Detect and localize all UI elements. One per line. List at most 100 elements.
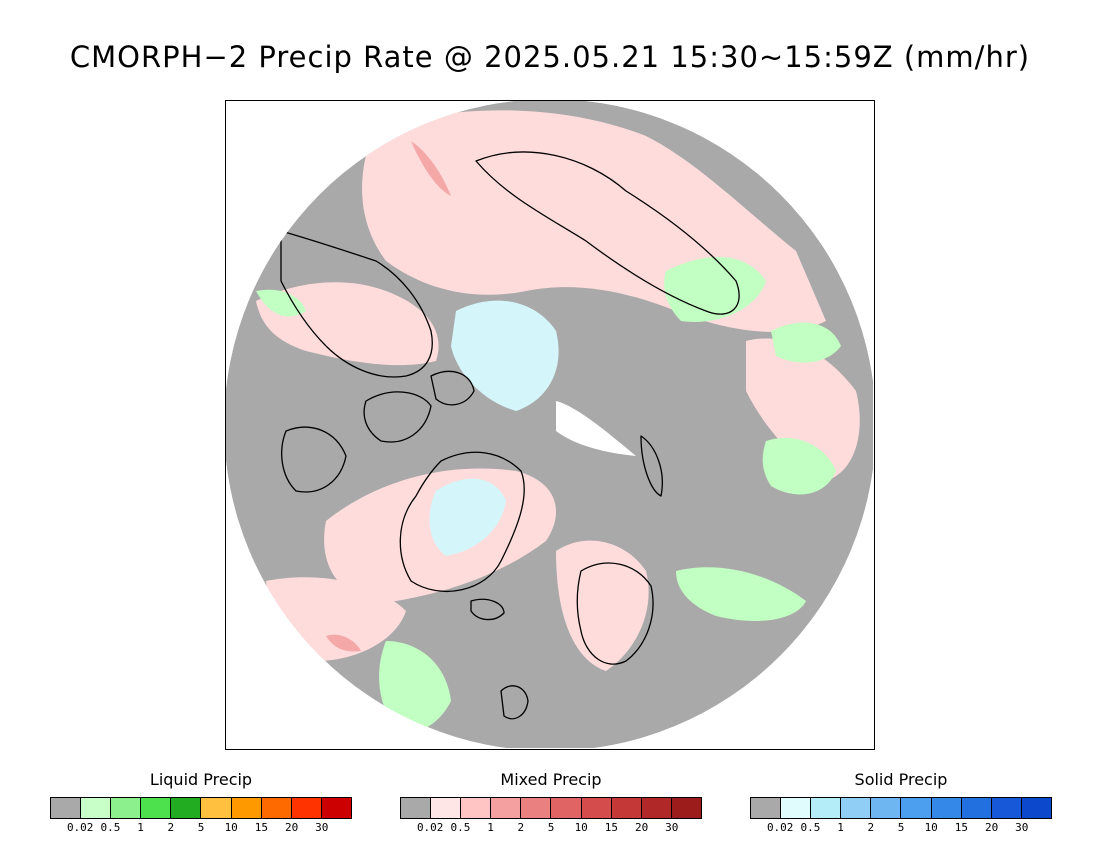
- legend-colorbar: [750, 797, 1052, 819]
- legend-swatch: [961, 798, 992, 818]
- legend-tick-label: 0.5: [100, 821, 121, 834]
- polar-precip-map: [226, 101, 873, 748]
- legend-tick-label: 1: [137, 821, 144, 834]
- mixed-precip-streak: [411, 141, 451, 196]
- legend-title: Liquid Precip: [149, 770, 253, 789]
- legend-swatch: [811, 798, 842, 818]
- legend-tick-label: 10: [224, 821, 238, 834]
- greenland-coast: [399, 451, 525, 593]
- legend-swatch: [551, 798, 582, 818]
- legend-tick-label: 0.02: [66, 821, 94, 834]
- liquid-precip-layer: [256, 257, 841, 732]
- polar-data-gap: [556, 401, 636, 456]
- legend-tick-label: 20: [984, 821, 999, 834]
- novaya-zemlya-coast: [640, 435, 663, 497]
- legend-tick-label: 10: [574, 821, 588, 834]
- coastline-layer: [280, 151, 740, 720]
- legend-ticks: 0.02 0.5 1 2 5 10 15 20 30: [750, 821, 1052, 835]
- legend-tick-label: 5: [197, 821, 205, 834]
- legend-mixed-precip: Mixed Precip 0.02 0.5 1 2 5 10 15 20 30: [400, 770, 702, 835]
- legend-swatch: [231, 798, 262, 818]
- legend-title: Solid Precip: [854, 770, 948, 789]
- legend-tick-label: 15: [604, 821, 619, 834]
- legend-swatch: [581, 798, 612, 818]
- scandinavia-coast: [576, 562, 654, 665]
- legend-tick-label: 30: [665, 821, 679, 834]
- iceland-coast: [470, 598, 505, 621]
- legend-swatch: [1021, 798, 1051, 818]
- legend-swatch: [901, 798, 932, 818]
- liquid-precip-area: [664, 257, 766, 322]
- legend-swatch: [461, 798, 492, 818]
- legend-swatch: [141, 798, 172, 818]
- legend-swatch: [991, 798, 1022, 818]
- legend-swatch: [611, 798, 642, 818]
- legend-swatch: [321, 798, 351, 818]
- liquid-precip-area: [379, 641, 451, 732]
- legend-swatch: [201, 798, 232, 818]
- north-america-coast: [280, 230, 433, 378]
- legend-tick-label: 30: [315, 821, 329, 834]
- legend-tick-label: 0.02: [416, 821, 444, 834]
- legend-tick-label: 15: [954, 821, 969, 834]
- legend-swatch: [51, 798, 82, 818]
- legend-tick-label: 0.02: [766, 821, 794, 834]
- legend-swatch: [871, 798, 902, 818]
- liquid-precip-area: [676, 567, 806, 621]
- solid-precip-area: [429, 478, 506, 556]
- legend-tick-label: 2: [867, 821, 875, 834]
- liquid-precip-area: [771, 322, 841, 363]
- legend-swatch: [671, 798, 701, 818]
- legend-tick-label: 30: [1015, 821, 1029, 834]
- hudson-bay-coast: [281, 426, 347, 493]
- legend-swatch: [751, 798, 782, 818]
- siberia-coast: [475, 151, 740, 315]
- legend-colorbar: [400, 797, 702, 819]
- legend-tick-label: 5: [547, 821, 555, 834]
- liquid-precip-area: [256, 289, 306, 317]
- legend-tick-label: 2: [517, 821, 525, 834]
- canadian-archipelago-coast: [430, 370, 475, 406]
- mixed-precip-streak: [326, 634, 361, 652]
- legend-colorbar: [50, 797, 352, 819]
- legend-tick-label: 20: [634, 821, 649, 834]
- legend-swatch: [641, 798, 672, 818]
- legend-swatch: [111, 798, 142, 818]
- legend-swatch: [401, 798, 432, 818]
- mixed-precip-area: [746, 338, 860, 481]
- solid-precip-area: [451, 300, 559, 411]
- legend-swatch: [931, 798, 962, 818]
- legend-swatch: [521, 798, 552, 818]
- legend-solid-precip: Solid Precip 0.02 0.5 1 2 5 10 15 20 30: [750, 770, 1052, 835]
- legend-title: Mixed Precip: [500, 770, 602, 789]
- page-title: CMORPH−2 Precip Rate @ 2025.05.21 15:30~…: [69, 40, 1031, 74]
- legend-tick-label: 0.5: [800, 821, 821, 834]
- legend-liquid-precip: Liquid Precip 0.02 0.5 1 2 5 10 15 20 30: [50, 770, 352, 835]
- solid-precip-layer: [429, 300, 636, 556]
- britain-coast: [500, 685, 529, 720]
- mixed-precip-area: [556, 540, 649, 671]
- legend-tick-label: 20: [284, 821, 299, 834]
- legend-tick-label: 2: [167, 821, 175, 834]
- legend-tick-label: 15: [254, 821, 269, 834]
- legend-ticks: 0.02 0.5 1 2 5 10 15 20 30: [400, 821, 702, 835]
- canadian-archipelago-coast: [363, 391, 432, 443]
- liquid-precip-area: [762, 437, 836, 495]
- legend-tick-label: 10: [924, 821, 938, 834]
- legend-ticks: 0.02 0.5 1 2 5 10 15 20 30: [50, 821, 352, 835]
- legend-swatch: [171, 798, 202, 818]
- legend-swatch: [841, 798, 872, 818]
- legend-swatch: [781, 798, 812, 818]
- legend-tick-label: 1: [487, 821, 494, 834]
- legend-swatch: [81, 798, 112, 818]
- legend-tick-label: 0.5: [450, 821, 471, 834]
- legend-swatch: [261, 798, 292, 818]
- legend-swatch: [291, 798, 322, 818]
- legend-tick-label: 5: [897, 821, 905, 834]
- map-frame: [225, 100, 875, 750]
- mixed-precip-area: [256, 282, 439, 366]
- legend-tick-label: 1: [837, 821, 844, 834]
- legend-swatch: [431, 798, 462, 818]
- legend-swatch: [491, 798, 522, 818]
